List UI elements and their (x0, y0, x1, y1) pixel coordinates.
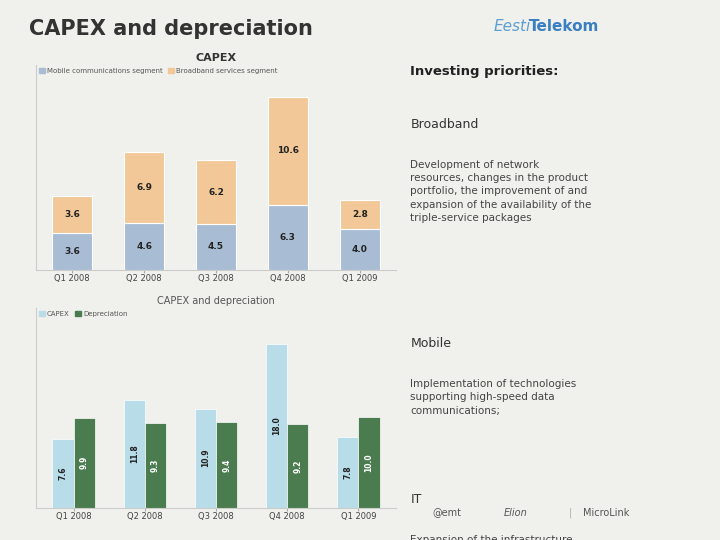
Text: 9.4: 9.4 (222, 458, 231, 471)
Bar (194, 409, 216, 508)
Text: 6.2: 6.2 (208, 187, 224, 197)
Title: CAPEX and depreciation: CAPEX and depreciation (157, 295, 275, 306)
Text: 2.8: 2.8 (352, 210, 368, 219)
Text: Mobile: Mobile (410, 337, 451, 350)
Text: 7.8: 7.8 (343, 465, 352, 479)
Bar (340, 229, 379, 270)
Text: 10.6: 10.6 (277, 146, 299, 156)
Text: MicroLink: MicroLink (583, 508, 629, 518)
Text: 3.6: 3.6 (64, 247, 80, 256)
Text: 11.8: 11.8 (130, 444, 139, 463)
Text: @emt: @emt (432, 508, 461, 518)
Text: Eesti: Eesti (493, 19, 531, 34)
Bar (73, 418, 95, 508)
Bar (268, 97, 307, 205)
Text: Expansion of the infrastructure
necessary for the provision of
services: Expansion of the infrastructure necessar… (410, 535, 573, 540)
Bar (216, 422, 238, 508)
Bar (268, 205, 307, 270)
Text: 9.9: 9.9 (80, 456, 89, 469)
Text: 4.6: 4.6 (136, 242, 152, 251)
Text: 6.3: 6.3 (280, 233, 296, 242)
Bar (340, 200, 379, 229)
Text: 9.2: 9.2 (293, 459, 302, 472)
Bar (197, 160, 235, 224)
Text: 10.0: 10.0 (364, 453, 374, 471)
Bar (53, 196, 92, 233)
Text: 18.0: 18.0 (272, 416, 281, 435)
Text: Investing priorities:: Investing priorities: (410, 65, 559, 78)
Text: CAPEX and depreciation: CAPEX and depreciation (29, 19, 312, 39)
Text: Implementation of technologies
supporting high-speed data
communications;: Implementation of technologies supportin… (410, 379, 577, 416)
Bar (53, 438, 73, 508)
Title: CAPEX: CAPEX (195, 52, 237, 63)
Bar (125, 152, 164, 223)
Bar (125, 223, 164, 270)
Legend: CAPEX, Depreciation: CAPEX, Depreciation (40, 311, 127, 318)
Text: |: | (569, 508, 572, 518)
Bar (197, 224, 235, 270)
Text: 4.0: 4.0 (352, 245, 368, 254)
Text: 9.3: 9.3 (151, 458, 160, 472)
Bar (359, 417, 379, 508)
Text: Elion: Elion (504, 508, 528, 518)
Text: Broadband: Broadband (410, 118, 479, 131)
Text: 10.9: 10.9 (201, 449, 210, 468)
Bar (124, 401, 145, 508)
Text: 4.5: 4.5 (208, 242, 224, 252)
Bar (287, 424, 308, 508)
Text: 7.6: 7.6 (58, 467, 68, 480)
Bar (145, 423, 166, 508)
Bar (53, 233, 92, 270)
Text: Development of network
resources, changes in the product
portfolio, the improvem: Development of network resources, change… (410, 160, 592, 223)
Text: IT: IT (410, 492, 422, 505)
Bar (337, 437, 359, 508)
Text: 6.9: 6.9 (136, 183, 152, 192)
Text: 3.6: 3.6 (64, 210, 80, 219)
Bar (266, 344, 287, 508)
Legend: Mobile communications segment, Broadband services segment: Mobile communications segment, Broadband… (40, 68, 277, 75)
Text: Telekom: Telekom (529, 19, 600, 34)
